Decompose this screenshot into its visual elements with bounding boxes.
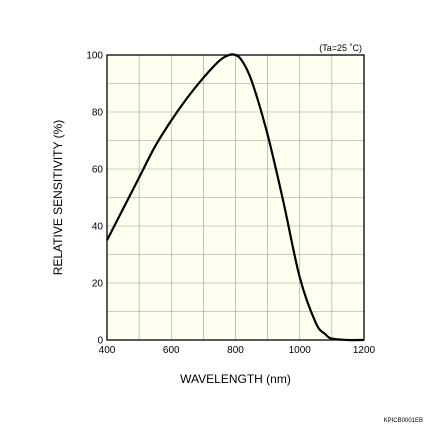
x-tick-label: 1200 [353,345,376,356]
x-axis-title: WAVELENGTH (nm) [180,372,291,386]
y-tick-label: 0 [97,336,103,347]
temperature-annotation: (Ta=25 ˚C) [319,43,362,53]
x-tick-label: 800 [227,345,244,356]
y-tick-label: 20 [92,279,104,290]
x-tick-labels: 400 600 800 1000 1200 [99,345,376,356]
y-axis-title: RELATIVE SENSITIVITY (%) [51,120,65,276]
y-tick-label: 60 [92,165,104,176]
x-tick-label: 1000 [289,345,312,356]
y-tick-label: 80 [92,108,104,119]
y-tick-label: 100 [86,51,103,62]
sensitivity-curve [106,53,365,342]
y-tick-label: 40 [92,222,104,233]
y-tick-labels: 0 20 40 60 80 100 [86,51,103,347]
x-tick-label: 600 [163,345,180,356]
x-tick-label: 400 [99,345,116,356]
figure-code: KPICB0001EB [384,418,423,424]
plot-frame [106,54,365,341]
grid-lines [107,55,364,340]
